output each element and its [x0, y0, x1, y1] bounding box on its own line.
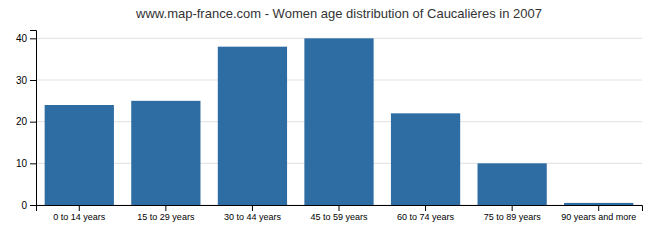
x-tick-label: 60 to 74 years: [397, 212, 455, 222]
y-tick: 20: [16, 116, 36, 127]
x-axis-line: [37, 206, 643, 212]
y-tick-label: 40: [16, 33, 28, 44]
x-tick: 90 years and more: [561, 205, 636, 222]
bar: [131, 101, 200, 205]
x-tick: 15 to 29 years: [137, 205, 195, 222]
x-tick-label: 15 to 29 years: [137, 212, 195, 222]
y-tick-mark: [30, 80, 36, 81]
y-tick-label: 10: [16, 158, 28, 169]
y-tick: 10: [16, 158, 36, 169]
x-tick-mark: [165, 205, 166, 211]
grid: [36, 38, 642, 205]
y-tick-mark: [30, 38, 36, 39]
bar: [391, 113, 460, 205]
x-tick: 30 to 44 years: [224, 205, 282, 222]
chart-svg: 0 10 20 30 40 0 to 14 years 15 to 29 years 30 t…: [0, 0, 650, 229]
bar: [218, 47, 287, 205]
x-tick: 75 to 89 years: [484, 205, 542, 222]
x-tick: 45 to 59 years: [310, 205, 368, 222]
y-axis: 0 10 20 30 40: [16, 31, 37, 211]
x-tick-mark: [79, 205, 80, 211]
x-axis: 0 to 14 years 15 to 29 years 30 to 44 year…: [37, 205, 643, 222]
x-tick: 0 to 14 years: [53, 205, 106, 222]
x-tick-mark: [598, 205, 599, 211]
y-tick-label: 0: [21, 200, 27, 211]
y-tick: 40: [16, 33, 36, 44]
x-tick-label: 75 to 89 years: [484, 212, 542, 222]
x-tick-label: 90 years and more: [561, 212, 636, 222]
y-tick-label: 30: [16, 75, 28, 86]
y-tick-label: 20: [16, 116, 28, 127]
x-tick-mark: [339, 205, 340, 211]
y-tick-mark: [30, 122, 36, 123]
x-tick-mark: [512, 205, 513, 211]
bar: [478, 163, 547, 205]
x-tick-label: 45 to 59 years: [310, 212, 368, 222]
x-tick: 60 to 74 years: [397, 205, 455, 222]
x-tick-label: 30 to 44 years: [224, 212, 282, 222]
x-tick-mark: [252, 205, 253, 211]
y-tick: 0: [21, 200, 36, 211]
bars: [45, 38, 634, 205]
y-tick: 30: [16, 75, 36, 86]
y-tick-mark: [30, 205, 36, 206]
bar: [564, 203, 633, 205]
y-axis-line: [30, 31, 37, 206]
x-tick-mark: [425, 205, 426, 211]
plot-area: 0 10 20 30 40 0 to 14 years 15 to 29 years 30 t…: [16, 31, 643, 223]
x-tick-label: 0 to 14 years: [53, 212, 106, 222]
bar: [45, 105, 114, 205]
bar: [304, 38, 373, 205]
y-tick-mark: [30, 163, 36, 164]
chart-title: www.map-france.com - Women age distribut…: [135, 6, 542, 21]
chart-container: 0 10 20 30 40 0 to 14 years 15 to 29 years 30 t…: [0, 0, 650, 229]
